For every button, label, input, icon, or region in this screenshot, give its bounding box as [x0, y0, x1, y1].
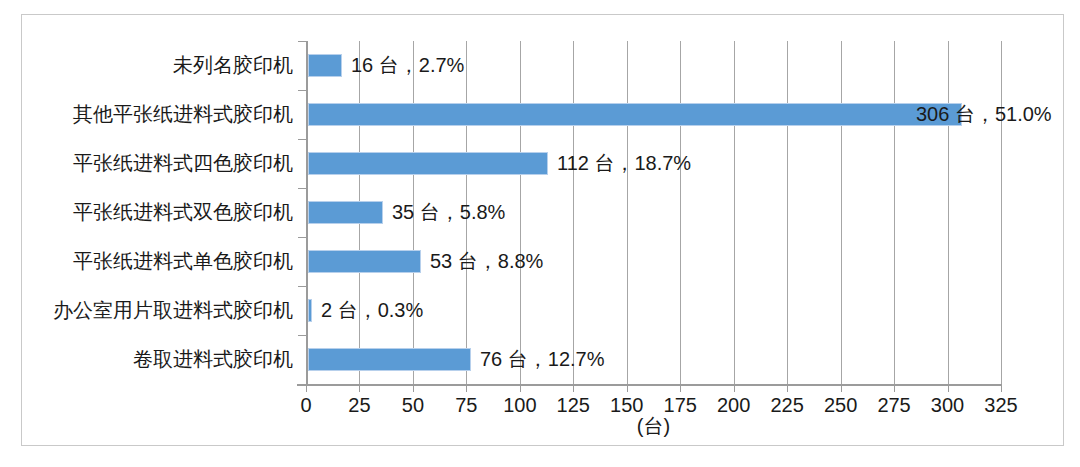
gridline [734, 41, 735, 384]
bar-data-label: 112 台，18.7% [557, 139, 691, 188]
x-axis-tick-mark [520, 386, 521, 392]
x-axis-tick-mark [1001, 386, 1002, 392]
x-axis-title: (台) [306, 413, 1001, 440]
category-label: 平张纸进料式双色胶印机 [30, 188, 293, 237]
x-axis-tick-mark [680, 386, 681, 392]
gridline [573, 41, 574, 384]
bar-data-label: 2 台，0.3% [321, 286, 423, 335]
category-label: 平张纸进料式单色胶印机 [30, 237, 293, 286]
category-label: 未列名胶印机 [30, 41, 293, 90]
x-axis-tick-mark [787, 386, 788, 392]
x-axis-tick-mark [466, 386, 467, 392]
bar-data-label: 53 台，8.8% [430, 237, 543, 286]
x-axis-tick-mark [306, 386, 307, 392]
x-axis-tick-mark [413, 386, 414, 392]
y-axis-tick-mark [298, 188, 306, 189]
y-axis-tick-mark [298, 335, 306, 336]
y-axis-tick-mark [298, 237, 306, 238]
x-axis-tick-mark [948, 386, 949, 392]
category-label: 其他平张纸进料式胶印机 [30, 90, 293, 139]
category-label: 办公室用片取进料式胶印机 [30, 286, 293, 335]
y-axis-tick-mark [298, 286, 306, 287]
bar-data-label: 306 台，51.0% [916, 90, 1052, 139]
x-axis-tick-mark [734, 386, 735, 392]
x-axis-tick-mark [359, 386, 360, 392]
y-axis-tick-mark [298, 139, 306, 140]
bar [308, 103, 962, 126]
chart-screenshot: 0255075100125150175200225250275300325未列名… [0, 0, 1080, 467]
category-label: 卷取进料式胶印机 [30, 335, 293, 384]
gridline [894, 41, 895, 384]
x-axis-tick-mark [841, 386, 842, 392]
chart-figure-border: 0255075100125150175200225250275300325未列名… [21, 14, 1064, 446]
bar-data-label: 16 台，2.7% [351, 41, 464, 90]
bar [308, 152, 548, 175]
plot-area: 0255075100125150175200225250275300325未列名… [22, 15, 1065, 447]
y-axis-tick-mark [298, 41, 306, 42]
x-axis-tick-mark [573, 386, 574, 392]
bar [308, 201, 383, 224]
bar [308, 54, 342, 77]
gridline [841, 41, 842, 384]
bar [308, 348, 471, 371]
bar [308, 299, 312, 322]
bar-data-label: 35 台，5.8% [392, 188, 505, 237]
gridline [787, 41, 788, 384]
category-label: 平张纸进料式四色胶印机 [30, 139, 293, 188]
bar-data-label: 76 台，12.7% [480, 335, 605, 384]
gridline [627, 41, 628, 384]
bar [308, 250, 421, 273]
x-axis-line [297, 384, 1002, 386]
y-axis-tick-mark [298, 90, 306, 91]
gridline [680, 41, 681, 384]
gridline [520, 41, 521, 384]
x-axis-tick-mark [627, 386, 628, 392]
x-axis-tick-mark [894, 386, 895, 392]
